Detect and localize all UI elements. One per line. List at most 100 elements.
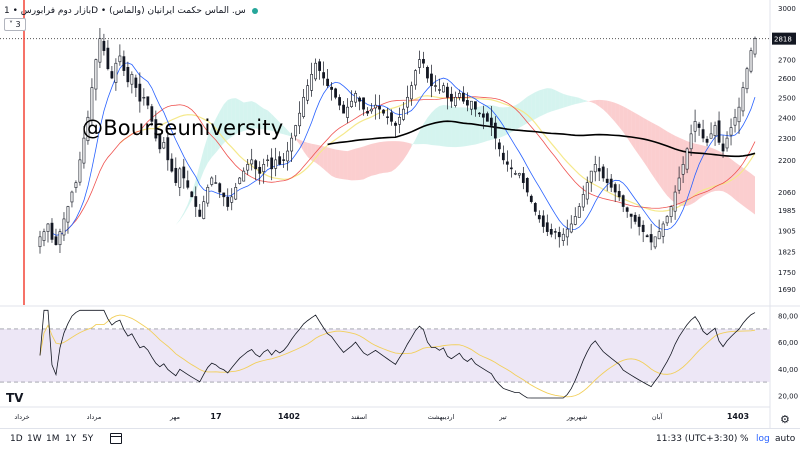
candle	[549, 223, 553, 238]
candle-body	[126, 66, 130, 83]
cloud-segment	[587, 100, 592, 103]
cloud-segment	[387, 141, 392, 173]
cloud-segment	[287, 130, 292, 137]
candle-body	[94, 59, 98, 90]
calendar-icon[interactable]	[110, 433, 122, 444]
cloud-segment	[207, 126, 212, 164]
candle	[533, 201, 537, 216]
candle-body	[98, 38, 102, 63]
range-1w-button[interactable]: 1W	[27, 434, 42, 444]
cloud-segment	[243, 101, 248, 131]
candle	[721, 135, 725, 158]
cloud-segment	[447, 105, 452, 148]
cloud-segment	[351, 148, 356, 181]
cloud-segment	[275, 118, 280, 134]
candle	[186, 170, 190, 190]
candle-body	[398, 116, 401, 125]
candle	[701, 119, 705, 143]
rsi-tick-label: 20,00	[778, 392, 798, 400]
range-1d-button[interactable]: 1D	[10, 434, 23, 444]
candle	[242, 167, 246, 182]
cloud-segment	[271, 114, 276, 132]
cloud-segment	[515, 103, 520, 131]
log-scale-toggle[interactable]: log	[756, 434, 770, 444]
price-chart[interactable]: 3000 2700 2600 2500 2400 2300 2200 2060 1985 1905…	[0, 0, 800, 428]
candle-body	[270, 157, 274, 170]
candle	[561, 228, 565, 246]
candle-body	[54, 236, 58, 246]
candle	[298, 101, 302, 134]
candle	[521, 166, 525, 190]
candle-body	[178, 168, 182, 188]
candle	[593, 155, 597, 182]
cloud-segment	[563, 93, 568, 108]
candle	[649, 223, 653, 251]
cloud-segment	[571, 96, 576, 106]
candle	[82, 126, 86, 169]
candle	[601, 164, 605, 182]
candle	[226, 188, 230, 211]
candle	[717, 111, 721, 145]
candle	[557, 226, 561, 248]
time-tick-label: 17	[210, 412, 221, 421]
time-tick-label: اسفند	[351, 413, 367, 421]
candle	[70, 190, 74, 208]
candle	[729, 118, 733, 146]
candle	[174, 157, 178, 186]
timezone-clock[interactable]: 11:33 (UTC+3:30)	[656, 434, 738, 444]
cloud-segment	[151, 230, 156, 233]
candle-body	[557, 232, 561, 238]
candle	[94, 58, 98, 101]
cloud-segment	[267, 110, 272, 131]
candle	[350, 90, 353, 108]
gear-icon[interactable]: ⚙	[780, 413, 790, 426]
bottom-toolbar: 1D 1W 1M 1Y 5Y 11:33 (UTC+3:30) % log au…	[0, 428, 800, 450]
candle	[737, 97, 741, 135]
cloud-segment	[159, 234, 164, 236]
candle	[302, 89, 306, 119]
range-1y-button[interactable]: 1Y	[65, 434, 77, 444]
cloud-segment	[403, 141, 408, 160]
candle	[446, 82, 449, 110]
candle-body	[454, 96, 457, 106]
cloud-segment	[567, 95, 572, 107]
percent-scale-toggle[interactable]: %	[740, 434, 749, 444]
time-tick-label: مرداد	[87, 413, 102, 421]
cloud-segment	[419, 124, 424, 145]
indicators-collapse-badge[interactable]: ˅ 3	[4, 18, 26, 31]
candle	[374, 94, 377, 120]
price-tick-label: 2300	[778, 135, 796, 143]
candle-body	[470, 100, 473, 110]
symbol-title[interactable]: بازار دوم فرابورس • 1D • س. الماس حکمت ا…	[4, 6, 246, 16]
auto-scale-toggle[interactable]: auto	[775, 434, 796, 444]
candle	[278, 151, 282, 166]
cloud-segment	[383, 141, 388, 173]
cloud-segment	[263, 108, 268, 130]
cloud-segment	[283, 125, 288, 136]
candle	[669, 205, 673, 223]
range-5y-button[interactable]: 5Y	[82, 434, 94, 444]
candle	[637, 214, 641, 236]
candle-body	[134, 77, 138, 88]
cloud-segment	[231, 98, 236, 137]
candle-body	[605, 178, 609, 183]
candle	[529, 194, 533, 204]
candle	[653, 236, 657, 250]
cloud-segment	[531, 92, 536, 122]
candle-body	[430, 73, 433, 86]
candle	[334, 87, 337, 100]
candle	[146, 96, 150, 110]
candle	[749, 47, 753, 74]
cloud-segment	[463, 107, 468, 147]
candle-body	[553, 231, 557, 233]
candle	[569, 215, 573, 234]
candle-body	[378, 106, 381, 110]
candle-body	[338, 97, 341, 106]
candle-body	[477, 112, 481, 115]
cloud-segment	[703, 145, 708, 197]
tradingview-logo-icon[interactable]: 𝗧𝗩	[6, 391, 24, 405]
cloud-segment	[695, 143, 700, 203]
cloud-segment	[311, 143, 316, 163]
candle-body	[306, 85, 310, 101]
range-1m-button[interactable]: 1M	[46, 434, 60, 444]
